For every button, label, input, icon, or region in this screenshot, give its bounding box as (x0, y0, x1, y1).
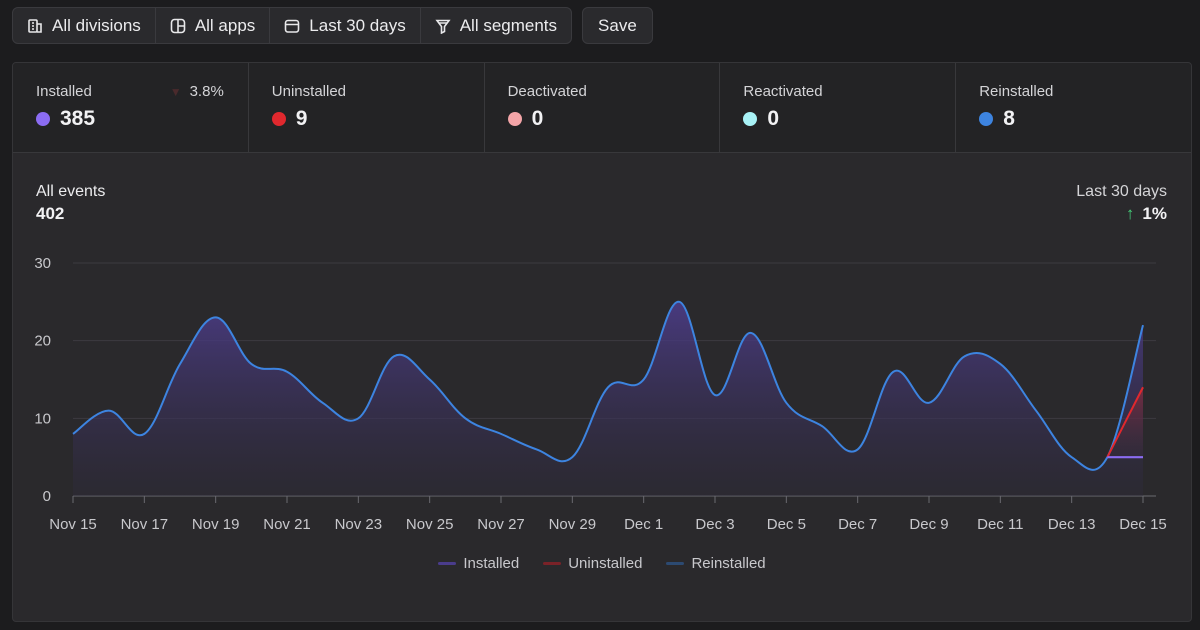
stat-value-row: 9 (271, 107, 484, 131)
legend-dot (743, 112, 758, 126)
stat-value: 0 (531, 107, 544, 130)
legend-dot (271, 112, 286, 126)
x-tick-label: Nov 23 (335, 516, 383, 533)
date-range-filter-label: Last 30 days (309, 15, 406, 35)
legend-dot (36, 112, 50, 126)
legend-item-reinstalled[interactable]: Reinstalled (666, 555, 766, 572)
stat-value: 385 (60, 107, 96, 130)
x-tick-label: Dec 11 (977, 516, 1023, 533)
stat-value-row: 0 (507, 107, 720, 131)
x-tick-label: Dec 15 (1119, 516, 1167, 533)
stat-uninstalled[interactable]: Uninstalled 9 (249, 63, 485, 152)
legend-swatch (438, 562, 457, 565)
series-reinstalled-area (73, 301, 1143, 496)
stats-row: Installed ▼ 3.8% 385 Uninstalled 9 Deact… (13, 63, 1191, 153)
apps-grid-icon (170, 18, 186, 34)
filter-group: All divisions All apps Last 30 days All … (12, 7, 573, 44)
x-tick-label: Nov 21 (263, 516, 311, 533)
x-tick-label: Dec 5 (767, 516, 806, 533)
x-tick-label: Dec 3 (695, 516, 734, 533)
x-tick-label: Dec 1 (624, 516, 663, 533)
stat-deactivated[interactable]: Deactivated 0 (485, 63, 721, 152)
legend-item-installed[interactable]: Installed (438, 555, 519, 572)
legend-dot (507, 112, 522, 126)
stat-label: Reactivated (743, 83, 823, 100)
x-tick-label: Dec 13 (1048, 516, 1096, 533)
division-filter-label: All divisions (52, 15, 141, 35)
series-uninstalled-line (1106, 386, 1144, 458)
filter-toolbar: All divisions All apps Last 30 days All … (12, 7, 653, 44)
stat-label: Deactivated (507, 83, 587, 100)
x-tick-label: Nov 25 (406, 516, 454, 533)
stat-reinstalled[interactable]: Reinstalled 8 (956, 63, 1191, 152)
stat-change: ▼ 3.8% (170, 83, 224, 100)
save-button[interactable]: Save (582, 7, 653, 44)
x-tick-label: Nov 19 (192, 516, 240, 533)
x-tick-label: Nov 17 (121, 516, 169, 533)
arrow-down-icon: ▼ (169, 84, 182, 99)
segments-filter-label: All segments (459, 15, 558, 35)
stat-label: Installed (36, 83, 92, 100)
legend-label: Installed (463, 555, 520, 572)
chart-trend: Last 30 days ↑ 1% (1076, 183, 1167, 224)
stat-value: 9 (295, 107, 308, 130)
funnel-icon (435, 18, 451, 34)
segments-filter-button[interactable]: All segments (421, 8, 571, 43)
stat-label: Uninstalled (271, 83, 347, 100)
chart-legend: Installed Uninstalled Reinstalled (13, 555, 1191, 572)
trend-value: 1% (1142, 204, 1167, 223)
apps-filter-button[interactable]: All apps (156, 8, 271, 43)
stat-value-row: 8 (979, 107, 1191, 131)
x-tick-label: Nov 15 (49, 516, 97, 533)
stat-value: 8 (1003, 107, 1015, 130)
trend-row: ↑ 1% (1076, 204, 1167, 224)
analytics-panel: Installed ▼ 3.8% 385 Uninstalled 9 Deact… (12, 62, 1192, 622)
x-tick-label: Nov 27 (477, 516, 525, 533)
chart-title: All events (36, 183, 106, 200)
x-tick-label: Dec 7 (838, 516, 877, 533)
chart-summary: All events 402 (36, 183, 105, 224)
stat-change-value: 3.8% (189, 83, 224, 100)
calendar-icon (284, 18, 300, 34)
x-tick-label: Nov 29 (549, 516, 597, 533)
y-tick-label: 10 (34, 410, 51, 427)
legend-label: Reinstalled (691, 555, 766, 572)
stat-value: 0 (767, 107, 780, 130)
y-tick-label: 20 (34, 333, 51, 350)
apps-filter-label: All apps (194, 15, 256, 35)
building-icon (27, 18, 43, 34)
legend-item-uninstalled[interactable]: Uninstalled (543, 555, 642, 572)
legend-swatch (666, 562, 685, 565)
division-filter-button[interactable]: All divisions (13, 8, 156, 43)
legend-swatch (543, 562, 562, 565)
legend-dot (979, 112, 994, 126)
chart-total: 402 (36, 204, 65, 223)
y-tick-label: 30 (34, 255, 51, 272)
y-tick-label: 0 (43, 488, 51, 505)
stat-reactivated[interactable]: Reactivated 0 (720, 63, 957, 152)
events-chart: 0 10 20 30 Nov 15 Nov 17 Nov 19 Nov 21 Nov 23 Nov… (34, 255, 1167, 533)
date-range-filter-button[interactable]: Last 30 days (270, 8, 421, 43)
x-tick-label: Dec 9 (909, 516, 948, 533)
stat-installed[interactable]: Installed ▼ 3.8% 385 (13, 63, 249, 152)
legend-label: Uninstalled (568, 555, 643, 572)
stat-label: Reinstalled (979, 83, 1054, 100)
chart-period: Last 30 days (1076, 183, 1167, 200)
stat-value-row: 0 (743, 107, 955, 131)
series-reinstalled-line (72, 300, 1144, 471)
stat-value-row: 385 (36, 107, 248, 131)
arrow-up-icon: ↑ (1125, 204, 1135, 223)
